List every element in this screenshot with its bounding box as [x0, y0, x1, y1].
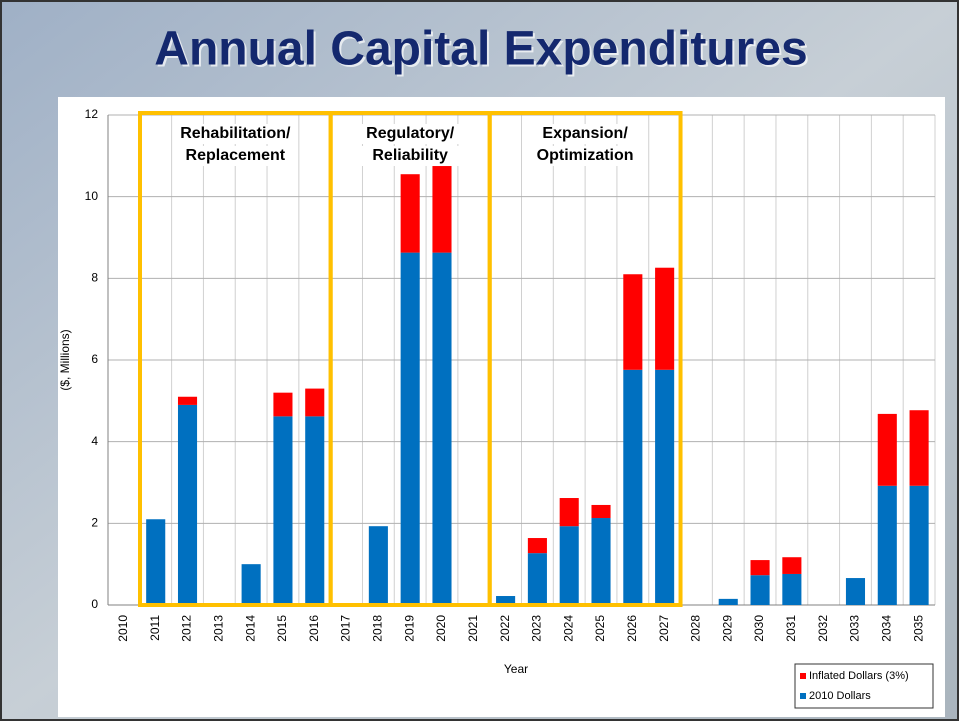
x-tick-label: 2023 [530, 615, 544, 642]
bar-segment [909, 410, 929, 486]
x-tick-label: 2022 [498, 615, 512, 642]
bar-segment [877, 485, 897, 605]
x-tick-label: 2030 [752, 615, 766, 642]
annotation-bg [525, 124, 646, 144]
y-tick-label: 0 [91, 597, 98, 611]
x-tick-label: 2035 [911, 615, 925, 642]
y-tick-label: 4 [91, 434, 98, 448]
bar-segment [305, 388, 325, 417]
x-tick-label: 2017 [339, 615, 353, 642]
y-axis-label: ($, Millions) [58, 329, 72, 390]
y-tick-label: 8 [91, 271, 98, 285]
bar-segment [909, 485, 929, 605]
bar-segment [750, 575, 770, 605]
annotation-text: Rehabilitation/ [180, 125, 291, 142]
x-tick-label: 2029 [720, 615, 734, 642]
bar-segment [527, 538, 547, 554]
bar-segment [177, 396, 198, 405]
bar-segment [400, 252, 420, 605]
bar-segment [273, 392, 293, 417]
annotation-text: Optimization [537, 147, 634, 164]
bar-segment [718, 598, 738, 605]
legend-box [794, 663, 934, 709]
x-tick-label: 2016 [307, 615, 321, 642]
bar-segment [273, 416, 293, 605]
bar-segment [305, 416, 325, 605]
x-tick-label: 2021 [466, 615, 480, 642]
x-tick-label: 2034 [879, 615, 893, 642]
x-axis-label: Year [504, 662, 528, 676]
bar-segment [559, 498, 579, 527]
x-tick-label: 2026 [625, 615, 639, 642]
bar-segment [400, 174, 420, 253]
bar-segment [845, 578, 866, 605]
bar-segment [496, 596, 516, 605]
x-tick-label: 2027 [657, 615, 671, 642]
x-tick-label: 2033 [848, 615, 862, 642]
annotation-bg [175, 124, 296, 144]
annotation-bg [175, 146, 296, 166]
x-tick-label: 2014 [243, 615, 257, 642]
bar-segment [623, 369, 643, 605]
x-tick-label: 2025 [593, 615, 607, 642]
bar-segment [146, 519, 166, 605]
title-shadow: Annual Capital Expenditures [156, 25, 809, 78]
bar-segment [782, 573, 802, 605]
legend-swatch [800, 673, 806, 679]
legend-swatch [800, 693, 806, 699]
bar-segment [750, 560, 770, 576]
annotation-bg [525, 146, 646, 166]
bar-segment [368, 526, 388, 605]
bar-segment [177, 404, 198, 605]
x-tick-label: 2020 [434, 615, 448, 642]
x-tick-label: 2013 [211, 615, 225, 642]
annotation-bg [350, 124, 471, 144]
bar-segment [432, 252, 452, 605]
legend-label: Inflated Dollars (3%) [809, 670, 909, 682]
bar-segment [241, 564, 261, 605]
bar-segment [877, 413, 897, 486]
bar-segment [655, 267, 675, 370]
y-tick-label: 6 [91, 352, 98, 366]
annotation-text: Reliability [372, 147, 448, 164]
bar-segment [782, 557, 802, 574]
bar-segment [527, 553, 547, 605]
bar-segment [559, 526, 579, 605]
x-tick-label: 2015 [275, 615, 289, 642]
bar-segment [655, 369, 675, 605]
chart-title: Annual Capital Expenditures [154, 23, 807, 76]
y-tick-label: 12 [85, 107, 99, 121]
annotation-box [487, 111, 683, 607]
annotation-bg [350, 146, 471, 166]
x-tick-label: 2012 [180, 615, 194, 642]
x-tick-label: 2024 [561, 615, 575, 642]
x-tick-label: 2019 [402, 615, 416, 642]
x-tick-label: 2010 [116, 615, 130, 642]
x-tick-label: 2032 [816, 615, 830, 642]
annotation-text: Expansion/ [542, 125, 628, 142]
x-tick-label: 2011 [148, 615, 162, 641]
bar-segment [432, 166, 452, 253]
chart-panel [58, 97, 945, 717]
x-tick-label: 2018 [371, 615, 385, 642]
bar-segment [591, 504, 611, 519]
legend-label: 2010 Dollars [809, 690, 871, 702]
bar-segment [623, 274, 643, 370]
x-tick-label: 2028 [689, 615, 703, 642]
annotation-text: Regulatory/ [366, 125, 455, 142]
y-tick-label: 10 [85, 189, 99, 203]
annotation-text: Replacement [186, 147, 286, 164]
y-tick-label: 2 [91, 516, 98, 530]
x-tick-label: 2031 [784, 615, 798, 642]
bar-segment [591, 518, 611, 605]
